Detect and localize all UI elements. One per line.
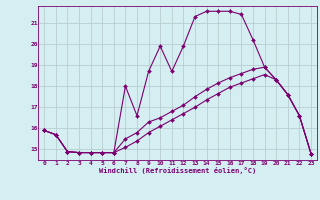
X-axis label: Windchill (Refroidissement éolien,°C): Windchill (Refroidissement éolien,°C) — [99, 167, 256, 174]
